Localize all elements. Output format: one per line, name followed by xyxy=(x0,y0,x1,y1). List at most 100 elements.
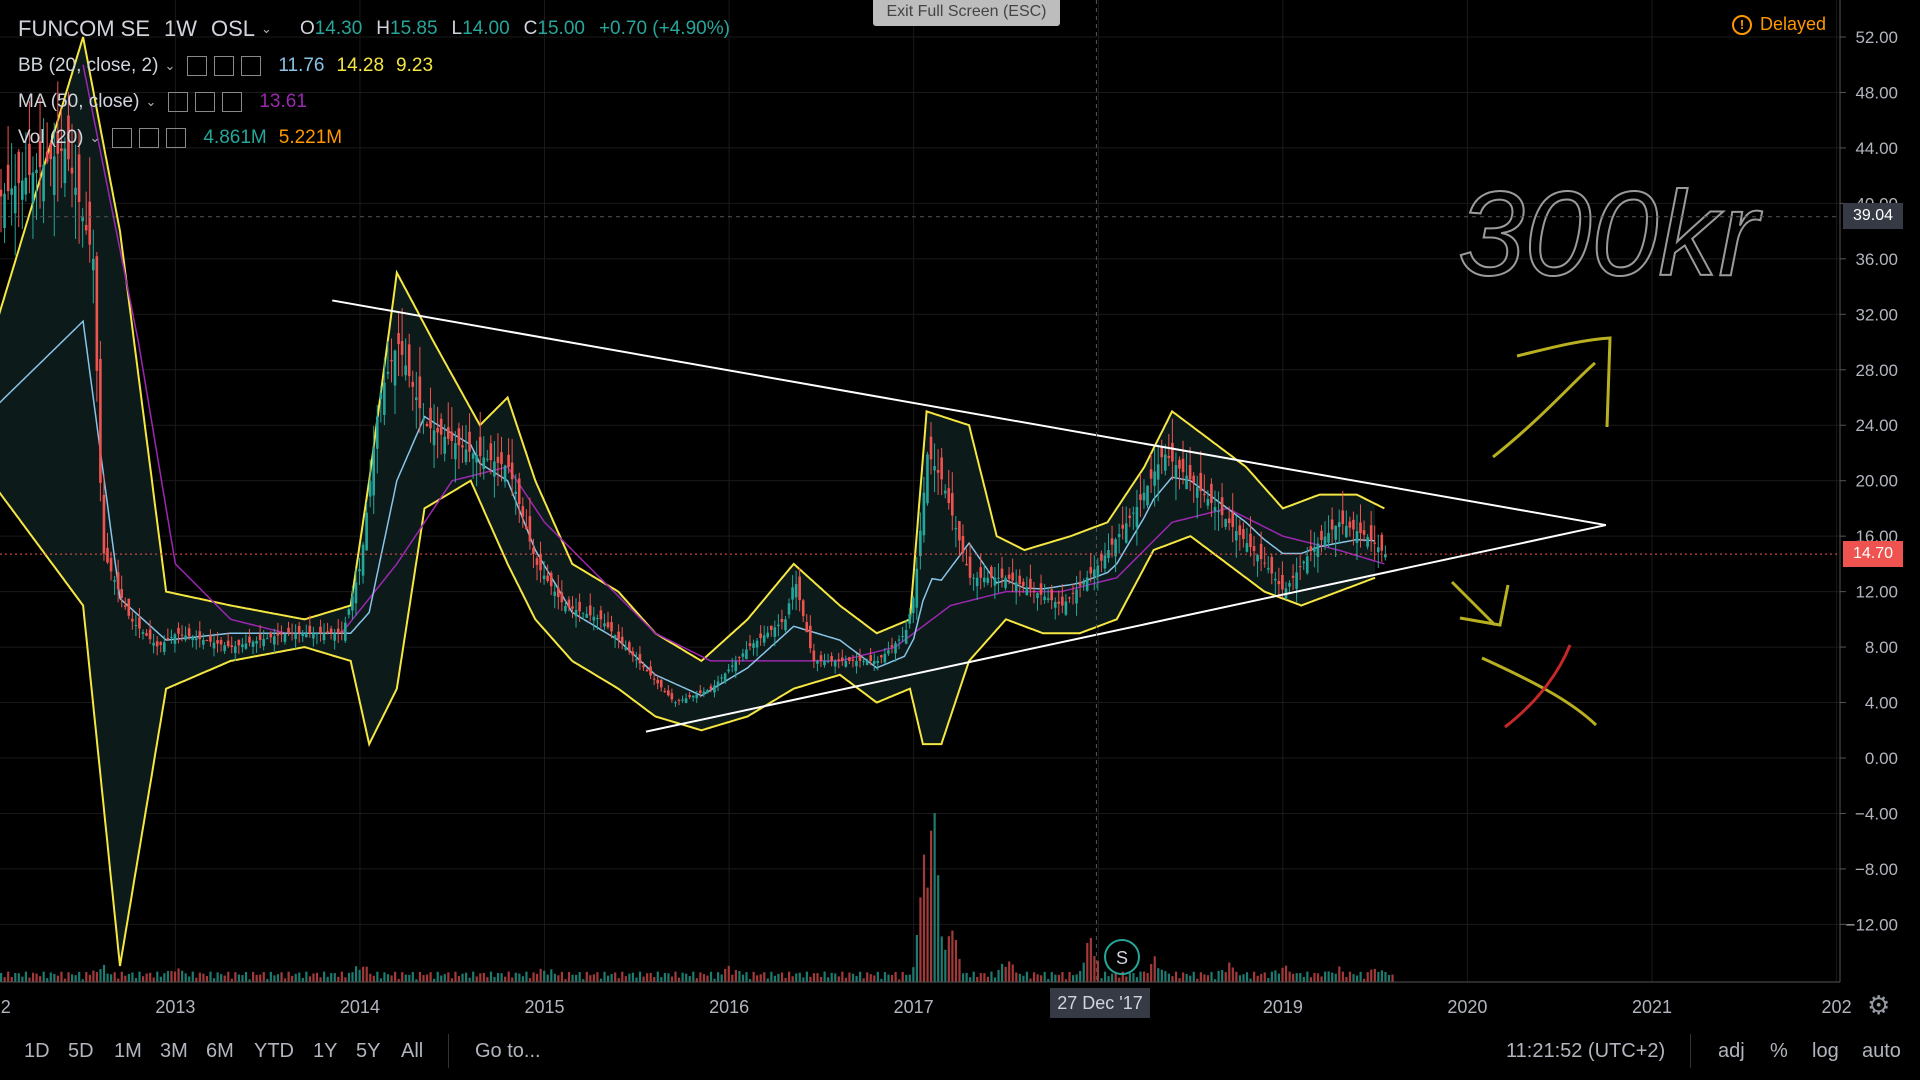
log-toggle[interactable]: log xyxy=(1812,1040,1839,1062)
range-1d[interactable]: 1D xyxy=(24,1040,50,1062)
range-6m[interactable]: 6M xyxy=(206,1040,234,1062)
candle-body xyxy=(1043,596,1046,600)
candle-body xyxy=(1384,554,1387,558)
eye-icon[interactable] xyxy=(168,92,189,112)
candle-body xyxy=(251,641,255,647)
auto-toggle[interactable]: auto xyxy=(1862,1040,1901,1062)
eye-icon[interactable] xyxy=(112,128,133,148)
candle-body xyxy=(872,660,876,664)
volume-bar xyxy=(1295,973,1298,982)
candle-body xyxy=(1107,550,1110,559)
indicator-label: Vol (20) xyxy=(18,127,84,148)
close-icon[interactable] xyxy=(241,56,262,76)
range-ytd[interactable]: YTD xyxy=(254,1040,294,1062)
indicator-ma[interactable]: MA (50, close) ⌄ 13.61 xyxy=(18,84,307,120)
goto-button[interactable]: Go to... xyxy=(475,1040,541,1062)
volume-bar xyxy=(369,973,372,982)
candle-body xyxy=(1057,601,1061,604)
interval[interactable]: 1W xyxy=(164,16,197,41)
candle-body xyxy=(695,694,699,699)
volume-bar xyxy=(134,978,138,982)
volume-bar xyxy=(60,971,63,982)
chevron-down-icon[interactable]: ⌄ xyxy=(164,58,176,73)
volume-bar xyxy=(330,973,333,982)
candle-body xyxy=(1224,519,1227,527)
candle-body xyxy=(1291,575,1295,578)
volume-bar xyxy=(1171,976,1174,982)
exchange[interactable]: OSL xyxy=(211,16,256,41)
candle-body xyxy=(567,599,571,608)
percent-toggle[interactable]: % xyxy=(1770,1040,1788,1062)
volume-bar xyxy=(81,979,84,982)
close-icon[interactable] xyxy=(222,92,243,112)
settings-gear-icon[interactable]: ⚙ xyxy=(1867,990,1891,1020)
delayed-status[interactable]: ! Delayed xyxy=(1732,14,1826,35)
candle-body xyxy=(10,188,13,195)
indicator-vol[interactable]: Vol (20) ⌄ 4.861M 5.221M xyxy=(18,120,342,156)
volume-bar xyxy=(1224,972,1227,982)
price-tick-label: 24.00 xyxy=(1855,416,1898,435)
eye-icon[interactable] xyxy=(187,56,208,76)
volume-bar xyxy=(646,973,649,982)
indicator-bb[interactable]: BB (20, close, 2) ⌄ 11.76 14.28 9.23 xyxy=(18,48,433,84)
candle-body xyxy=(631,651,635,656)
symbol-row: FUNCOM SE 1W OSL ⌄ O 14.30 H 15.85 L 14.00 … xyxy=(18,11,730,47)
candle-body xyxy=(990,567,993,578)
candle-body xyxy=(347,609,351,615)
adj-toggle[interactable]: adj xyxy=(1718,1040,1745,1062)
volume-bar xyxy=(340,971,343,982)
volume-bar xyxy=(216,972,219,982)
volume-bar xyxy=(763,972,766,982)
candle-body xyxy=(134,625,138,627)
volume-bar xyxy=(276,974,280,982)
volume-bar xyxy=(1348,971,1352,982)
gear-icon[interactable] xyxy=(195,92,216,112)
gear-icon[interactable] xyxy=(214,56,235,76)
candle-body xyxy=(241,644,244,647)
volume-bar xyxy=(376,971,379,982)
exit-fullscreen-button[interactable]: Exit Full Screen (ESC) xyxy=(873,0,1060,26)
candle-body xyxy=(805,622,809,633)
candle-body xyxy=(851,659,855,661)
volume-bar xyxy=(983,973,986,982)
candle-body xyxy=(1188,464,1192,480)
volume-bar xyxy=(415,979,418,982)
candle-body xyxy=(883,653,887,663)
range-3m[interactable]: 3M xyxy=(160,1040,188,1062)
volume-bar xyxy=(1267,978,1270,982)
range-5y[interactable]: 5Y xyxy=(356,1040,381,1062)
gear-icon[interactable] xyxy=(139,128,160,148)
volume-bar xyxy=(717,972,720,982)
range-1y[interactable]: 1Y xyxy=(313,1040,338,1062)
candle-body xyxy=(1046,598,1050,600)
chevron-down-icon[interactable]: ⌄ xyxy=(261,21,272,36)
bottom-toolbar: 1D 5D 1M 3M 6M YTD 1Y 5Y All Go to... 11… xyxy=(0,1022,1920,1080)
clock[interactable]: 11:21:52 (UTC+2) xyxy=(1506,1040,1666,1062)
candle-body xyxy=(982,577,986,583)
candle-body xyxy=(191,637,194,640)
bb-basis-line xyxy=(0,319,1376,697)
volume-bar xyxy=(940,936,943,982)
time-tick-label: 2017 xyxy=(894,997,934,1017)
volume-bar xyxy=(557,975,560,982)
candle-body xyxy=(91,258,95,271)
candle-body xyxy=(855,660,858,667)
candle-body xyxy=(833,660,837,667)
candle-body xyxy=(365,512,368,551)
range-all[interactable]: All xyxy=(401,1040,424,1062)
symbol-name[interactable]: FUNCOM SE xyxy=(18,16,150,41)
chevron-down-icon[interactable]: ⌄ xyxy=(89,130,101,145)
volume-bar xyxy=(152,977,155,982)
volume-bar xyxy=(1284,965,1288,982)
candle-body xyxy=(965,563,968,566)
chevron-down-icon[interactable]: ⌄ xyxy=(145,94,157,109)
candle-body xyxy=(1270,557,1274,574)
range-5d[interactable]: 5D xyxy=(68,1040,94,1062)
candle-body xyxy=(1110,538,1114,545)
close-icon[interactable] xyxy=(166,128,187,148)
candle-body xyxy=(844,660,848,667)
range-1m[interactable]: 1M xyxy=(114,1040,142,1062)
candle-body xyxy=(919,530,922,557)
volume-bar xyxy=(525,971,528,982)
